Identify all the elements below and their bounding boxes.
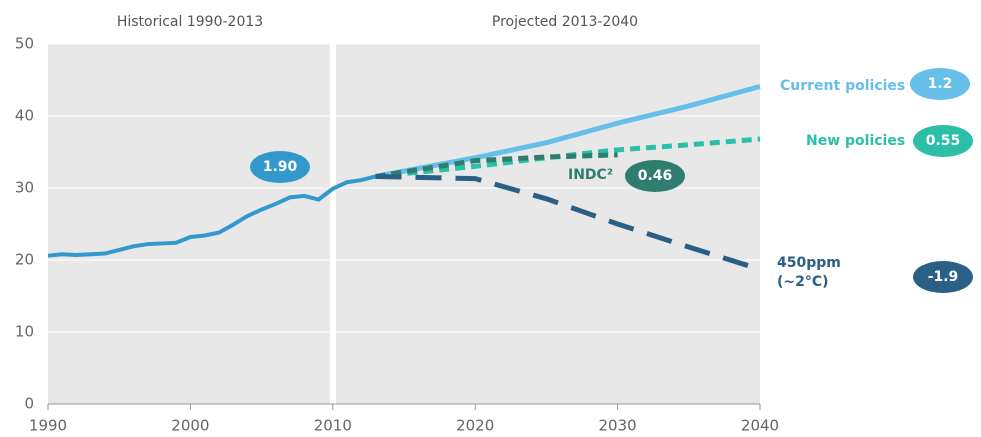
x-tick-label: 2030 <box>599 417 637 435</box>
x-tick-label: 2010 <box>314 417 352 435</box>
x-tick-label: 2040 <box>741 417 779 435</box>
line-series <box>375 136 761 179</box>
plot-area <box>48 44 760 404</box>
badge <box>913 125 973 157</box>
y-tick-label: 50 <box>15 35 34 53</box>
series-label: 450ppm (~2°C) <box>777 255 841 290</box>
y-tick-label: 20 <box>15 251 34 269</box>
line-series <box>375 173 761 272</box>
badge-text: 1.2 <box>928 76 953 92</box>
y-tick-label: 40 <box>15 107 34 125</box>
x-tick-label: 2020 <box>456 417 494 435</box>
badge-text: 0.46 <box>638 168 673 184</box>
line-series <box>375 152 618 179</box>
badge-text: 0.55 <box>926 133 961 149</box>
x-tick-label: 2000 <box>171 417 209 435</box>
line-series <box>47 174 377 258</box>
y-tick-label: 10 <box>15 323 34 341</box>
x-tick-label: 1990 <box>29 417 67 435</box>
y-tick-label: 0 <box>24 395 34 413</box>
series-label: INDC² <box>568 167 613 183</box>
series-label-box: 450ppm (~2°C) <box>777 255 841 290</box>
badge <box>250 151 310 183</box>
period-label: Projected 2013-2040 <box>492 14 638 30</box>
badge-text: -1.9 <box>928 269 959 285</box>
badge-text: 1.90 <box>263 159 298 175</box>
badge <box>913 261 973 293</box>
period-separator <box>330 44 336 404</box>
period-label: Historical 1990-2013 <box>117 14 263 30</box>
series-label: Current policies <box>780 78 905 94</box>
y-tick-label: 30 <box>15 179 34 197</box>
badge <box>625 160 685 192</box>
badge <box>910 68 970 100</box>
series-label: New policies <box>806 133 905 149</box>
